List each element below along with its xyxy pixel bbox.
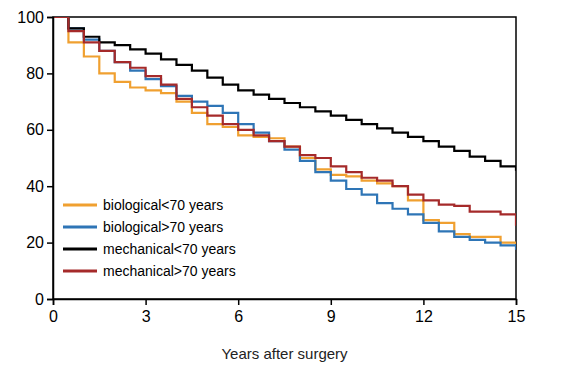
y-tick-mark bbox=[47, 17, 53, 19]
legend-swatch bbox=[63, 270, 97, 273]
plot: 03691215020406080100biological<70 yearsb… bbox=[17, 9, 525, 326]
x-tick: 0 bbox=[49, 299, 58, 325]
survival-line bbox=[53, 17, 516, 226]
legend-label: mechanical>70 years bbox=[103, 263, 236, 279]
legend-item: mechanical<70 years bbox=[63, 241, 236, 257]
y-tick-label: 80 bbox=[26, 65, 44, 82]
y-tick-mark bbox=[47, 242, 53, 244]
legend-item: biological<70 years bbox=[63, 197, 223, 213]
x-tick-label: 12 bbox=[415, 308, 433, 325]
y-axis: 0 20 40 60 80 100 bbox=[17, 9, 53, 308]
y-tick: 40 bbox=[26, 178, 53, 195]
y-tick-label: 60 bbox=[26, 121, 44, 138]
x-tick-mark bbox=[423, 299, 425, 305]
x-tick-mark bbox=[331, 299, 333, 305]
series-group bbox=[53, 17, 516, 250]
x-tick-mark bbox=[145, 299, 147, 305]
x-tick-label: 6 bbox=[234, 308, 243, 325]
survival-line bbox=[53, 17, 516, 250]
legend-swatch bbox=[63, 226, 97, 229]
x-tick-label: 0 bbox=[49, 308, 58, 325]
x-tick-mark bbox=[238, 299, 240, 305]
legend-swatch bbox=[63, 204, 97, 207]
legend: biological<70 years biological>70 years me… bbox=[63, 197, 236, 279]
y-tick-mark bbox=[47, 299, 53, 301]
y-tick: 100 bbox=[17, 9, 53, 26]
x-axis: 0 3 6 9 12 15 bbox=[49, 299, 525, 325]
y-tick: 60 bbox=[26, 121, 53, 138]
y-tick-mark bbox=[47, 130, 53, 132]
y-tick-mark bbox=[47, 73, 53, 75]
x-tick-label: 9 bbox=[327, 308, 336, 325]
legend-label: mechanical<70 years bbox=[103, 241, 236, 257]
x-axis-line bbox=[54, 300, 517, 306]
x-tick-label: 15 bbox=[508, 308, 526, 325]
survival-line bbox=[53, 17, 516, 244]
y-tick-mark bbox=[47, 186, 53, 188]
x-tick-mark bbox=[516, 299, 518, 305]
chart: 03691215020406080100biological<70 yearsb… bbox=[0, 0, 566, 368]
x-tick: 3 bbox=[142, 299, 151, 325]
y-tick: 80 bbox=[26, 65, 53, 82]
legend-label: biological>70 years bbox=[103, 219, 223, 235]
y-axis-line bbox=[47, 18, 54, 300]
y-tick: 20 bbox=[26, 234, 53, 251]
x-tick: 12 bbox=[415, 299, 433, 325]
y-tick-label: 40 bbox=[26, 178, 44, 195]
y-tick-label: 20 bbox=[26, 234, 44, 251]
x-tick: 6 bbox=[234, 299, 243, 325]
y-tick-label: 0 bbox=[35, 291, 44, 308]
y-tick: 0 bbox=[35, 291, 53, 308]
legend-item: mechanical>70 years bbox=[63, 263, 236, 279]
legend-item: biological>70 years bbox=[63, 219, 223, 235]
x-tick: 9 bbox=[327, 299, 336, 325]
y-tick-label: 100 bbox=[17, 9, 44, 26]
x-tick: 15 bbox=[508, 299, 526, 325]
legend-swatch bbox=[63, 248, 97, 251]
legend-label: biological<70 years bbox=[103, 197, 223, 213]
x-axis-title: Years after surgery bbox=[221, 345, 348, 362]
x-tick-label: 3 bbox=[142, 308, 151, 325]
plot-frame bbox=[53, 17, 516, 299]
